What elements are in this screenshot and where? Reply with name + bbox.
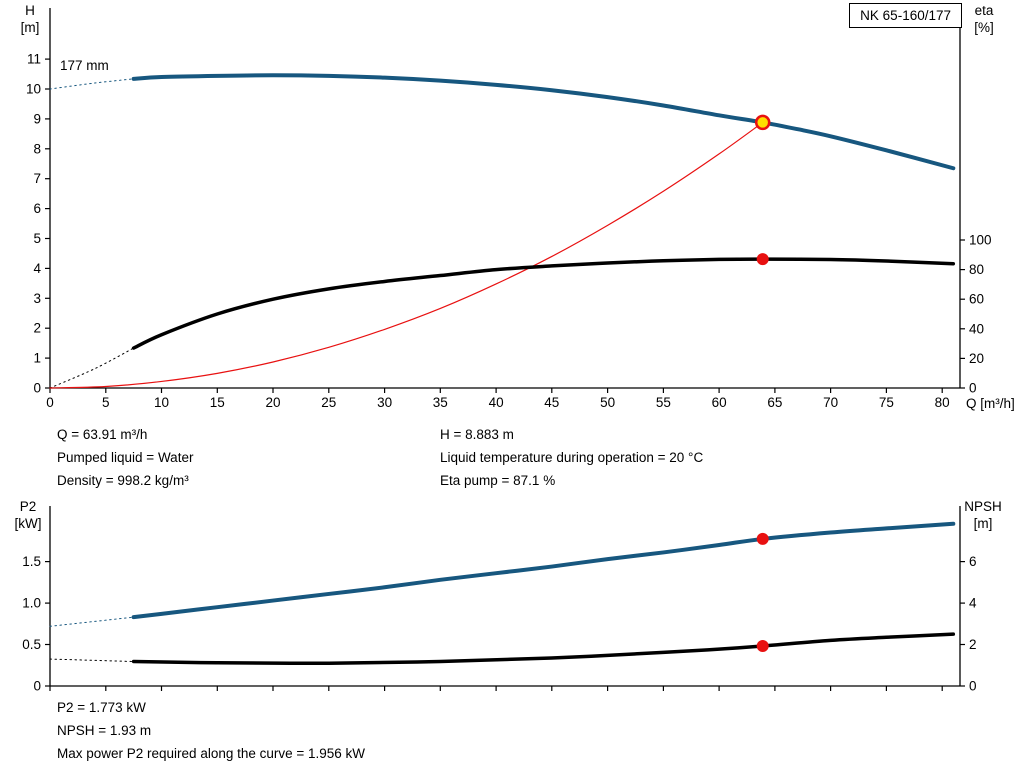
right-tick-label: 100 <box>969 233 992 248</box>
left-tick-label: 2 <box>33 321 41 336</box>
x-tick-label: 80 <box>935 395 950 410</box>
power-axis-symbol: P2 <box>19 499 37 514</box>
operating-point-info-right: H = 8.883 m Liquid temperature during op… <box>440 423 703 492</box>
duty-point-eta <box>756 253 769 266</box>
x-tick-label: 75 <box>879 395 894 410</box>
x-tick-label: 30 <box>377 395 392 410</box>
info-eta-pump: Eta pump = 87.1 % <box>440 473 556 488</box>
right-tick-label: 4 <box>969 596 977 611</box>
left-tick-label: 9 <box>33 111 41 126</box>
power-axis-unit: [kW] <box>14 516 42 531</box>
operating-point-info-left: Q = 63.91 m³/h Pumped liquid = Water Den… <box>57 423 193 492</box>
left-tick-label: 1.5 <box>22 554 41 569</box>
duty-point-npsh <box>756 640 769 652</box>
power-axis-title: P2 [kW] <box>6 498 50 532</box>
x-tick-label: 5 <box>102 395 110 410</box>
left-tick-label: 1 <box>33 351 41 366</box>
head-curve <box>131 73 956 171</box>
pump-type-box: NK 65-160/177 <box>849 3 962 28</box>
eta-axis-unit: [%] <box>974 20 994 35</box>
power-npsh-chart: 0 0.5 1.0 1.5 0 2 4 6 <box>22 506 977 694</box>
left-tick-label: 5 <box>33 231 41 246</box>
left-tick-label: 4 <box>33 261 41 276</box>
p2-curve-dashed-lead <box>49 616 135 627</box>
npsh-axis-title: NPSH [m] <box>956 498 1010 532</box>
head-curve-dashed-lead <box>49 78 135 90</box>
right-tick-label: 20 <box>969 351 984 366</box>
left-tick-label: 11 <box>27 52 41 67</box>
x-tick-label: 45 <box>544 395 559 410</box>
x-tick-label: 40 <box>489 395 504 410</box>
left-tick-label: 3 <box>33 291 41 306</box>
x-tick-label: 50 <box>600 395 615 410</box>
info-liquid-temperature: Liquid temperature during operation = 20… <box>440 450 704 465</box>
eta-axis-title: eta [%] <box>962 2 1006 36</box>
npsh-axis-symbol: NPSH <box>964 499 1002 514</box>
x-tick-label: 15 <box>210 395 225 410</box>
pump-type-label: NK 65-160/177 <box>860 8 951 23</box>
x-tick-label: 70 <box>823 395 838 410</box>
head-axis-title: H [m] <box>12 2 48 36</box>
x-tick-label: 55 <box>656 395 671 410</box>
x-tick-label: 20 <box>265 395 280 410</box>
left-tick-label: 7 <box>33 171 41 186</box>
npsh-curve <box>131 632 956 666</box>
info-density: Density = 998.2 kg/m³ <box>57 473 189 488</box>
impeller-diameter-label: 177 mm <box>60 58 109 73</box>
flow-axis-label: Q [m³/h] <box>966 396 1015 411</box>
x-tick-label: 65 <box>767 395 782 410</box>
left-tick-label: 8 <box>33 141 41 156</box>
eta-curve-dashed-lead <box>49 347 135 389</box>
info-head: H = 8.883 m <box>440 427 514 442</box>
left-tick-label: 0.5 <box>22 637 41 652</box>
left-tick-label: 0 <box>33 679 41 694</box>
p2-curve <box>131 521 956 620</box>
head-axis-unit: [m] <box>20 20 40 35</box>
power-npsh-info: P2 = 1.773 kW NPSH = 1.93 m Max power P2… <box>57 696 365 765</box>
left-tick-label: 10 <box>26 82 41 97</box>
left-tick-label: 1.0 <box>22 596 41 611</box>
info-npsh: NPSH = 1.93 m <box>57 723 152 738</box>
info-pumped-liquid: Pumped liquid = Water <box>57 450 194 465</box>
right-tick-label: 0 <box>969 679 977 694</box>
left-tick-label: 0 <box>33 381 41 396</box>
info-p2: P2 = 1.773 kW <box>57 700 146 715</box>
info-flow: Q = 63.91 m³/h <box>57 427 148 442</box>
right-tick-label: 60 <box>969 292 984 307</box>
x-tick-label: 25 <box>321 395 336 410</box>
x-tick-label: 60 <box>712 395 727 410</box>
info-max-power: Max power P2 required along the curve = … <box>57 746 366 761</box>
right-tick-label: 40 <box>969 321 984 336</box>
eta-curve <box>131 257 956 350</box>
head-axis-symbol: H <box>25 3 35 18</box>
right-tick-label: 2 <box>969 637 977 652</box>
x-tick-label: 0 <box>46 395 54 410</box>
npsh-curve-dashed-lead <box>49 658 135 663</box>
duty-point-head <box>754 114 771 131</box>
system-curve <box>49 121 764 389</box>
eta-axis-symbol: eta <box>974 3 994 18</box>
right-tick-label: 0 <box>969 381 977 396</box>
npsh-axis-unit: [m] <box>973 516 993 531</box>
left-tick-label: 6 <box>33 201 41 216</box>
x-tick-label: 10 <box>154 395 169 410</box>
right-tick-label: 6 <box>969 554 977 569</box>
head-efficiency-chart: 0 5 10 15 20 25 30 35 40 45 50 55 60 65 70 75 8001234567… <box>26 8 992 410</box>
right-tick-label: 80 <box>969 262 984 277</box>
duty-point-p2 <box>756 532 769 545</box>
x-tick-label: 35 <box>433 395 448 410</box>
